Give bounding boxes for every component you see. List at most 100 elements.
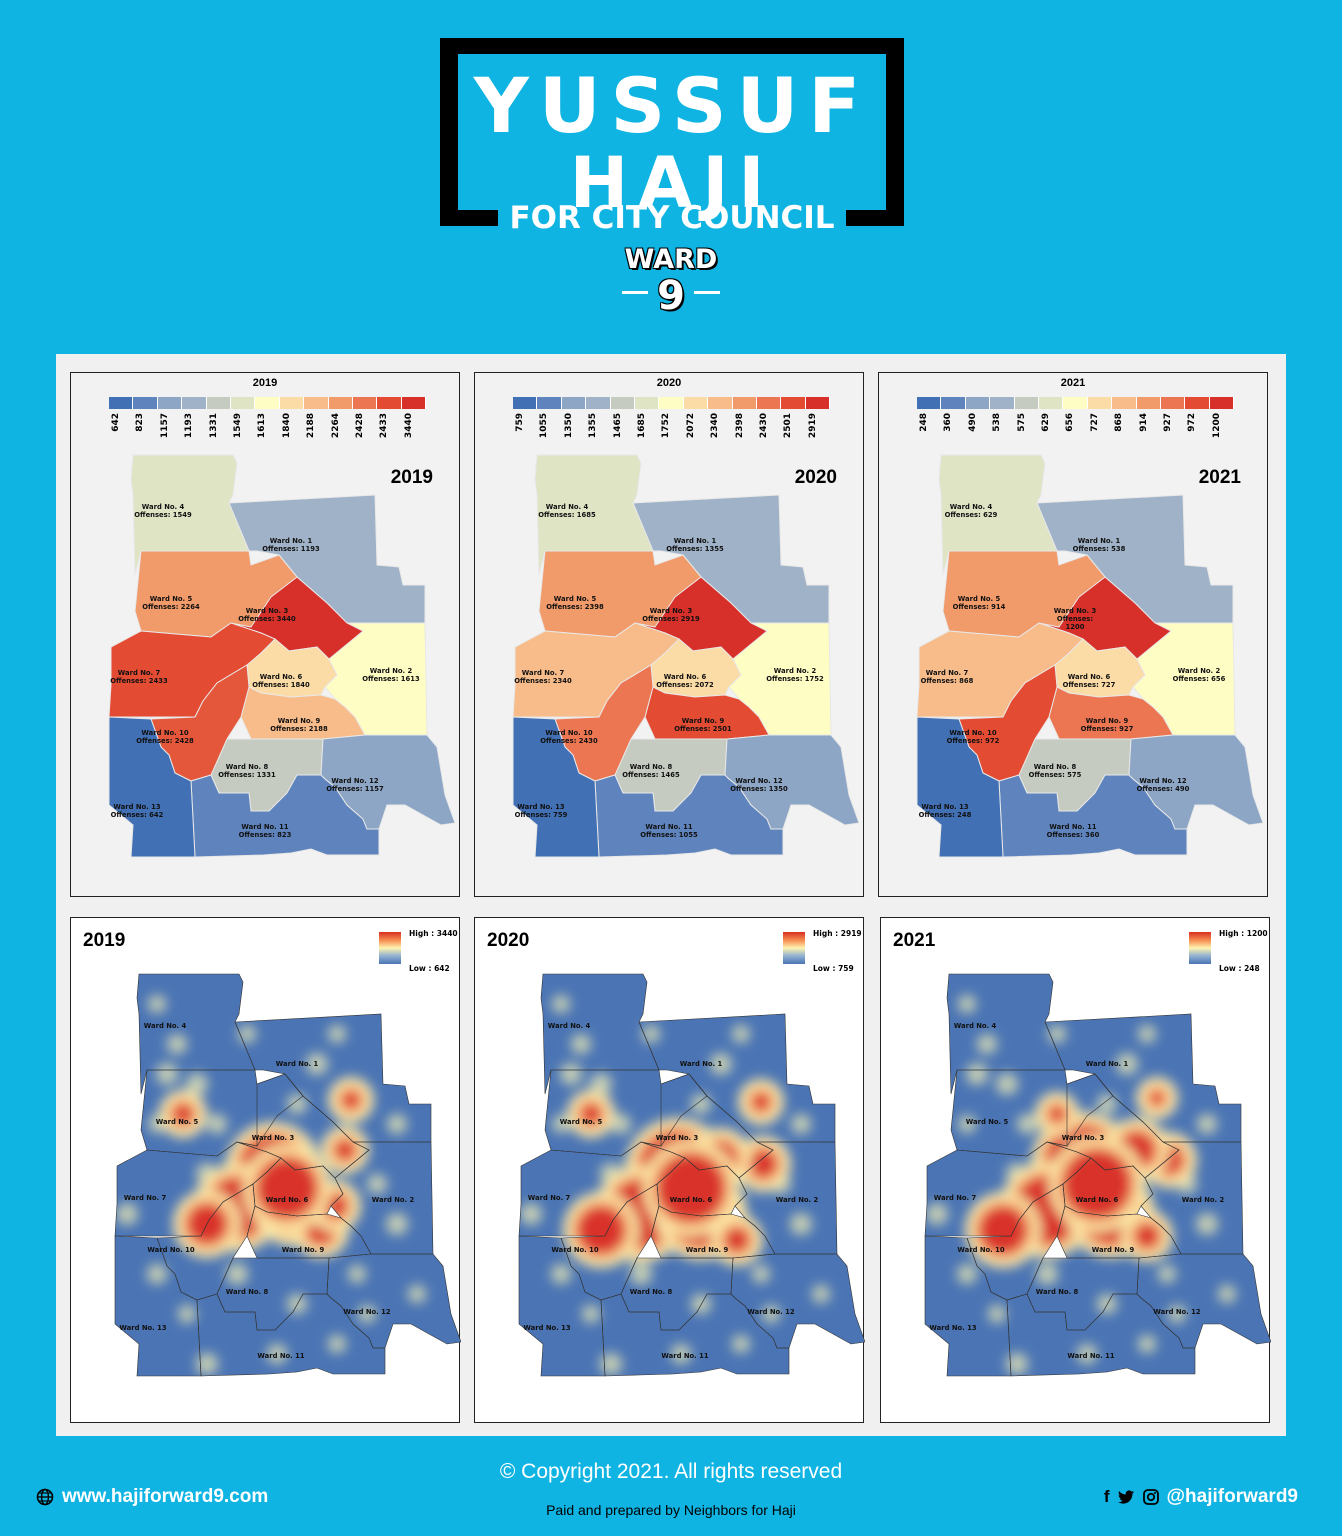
ward-10-name: Ward No. 10	[949, 729, 996, 737]
scale-swatches	[917, 397, 1235, 409]
heat-ward-5-outline[interactable]	[950, 1069, 1114, 1157]
heat-ward-13-outline[interactable]	[924, 1235, 1012, 1377]
ward-9-offenses: Offenses: 2188	[270, 725, 328, 733]
logo-frame-bottom-right	[846, 210, 904, 226]
ward-3-offenses: Offenses: 3440	[238, 615, 296, 623]
heat-ward-1-label: Ward No. 1	[1086, 1060, 1129, 1068]
ward-badge: WARD 9	[596, 244, 746, 316]
ward-13-polygon[interactable]	[108, 716, 196, 858]
heatmap-card-2019: 2019 High : 3440 Low : 642 Ward No. 1 Ward N…	[70, 917, 461, 1423]
twitter-icon[interactable]	[1117, 1489, 1135, 1505]
heat-ward-13-label: Ward No. 13	[929, 1324, 976, 1332]
instagram-icon[interactable]	[1142, 1489, 1159, 1505]
heat-ward-10-label: Ward No. 10	[957, 1246, 1004, 1254]
ward-2-offenses: Offenses: 656	[1173, 675, 1226, 683]
ward-11-name: Ward No. 11	[1049, 823, 1096, 831]
heat-ward-9-outline[interactable]	[246, 1205, 372, 1259]
ward-3-offenses: Offenses:	[1057, 615, 1093, 623]
scale-swatch	[708, 397, 733, 409]
heat-ward-11-label: Ward No. 11	[257, 1352, 304, 1360]
ward-9-polygon[interactable]	[644, 686, 770, 740]
scale-swatch	[1087, 397, 1113, 409]
ward-13-offenses: Offenses: 759	[515, 811, 568, 819]
heat-ward-6-label: Ward No. 6	[266, 1196, 309, 1204]
heat-ward-7-outline[interactable]	[518, 1141, 686, 1237]
ward-5-polygon[interactable]	[538, 550, 702, 638]
ward-2-name: Ward No. 2	[774, 667, 817, 675]
ward-7-name: Ward No. 7	[926, 669, 969, 677]
scale-swatch	[279, 397, 305, 409]
ward-2-name: Ward No. 2	[1178, 667, 1221, 675]
ward-11-name: Ward No. 11	[645, 823, 692, 831]
heat-ward-3-label: Ward No. 3	[656, 1134, 699, 1142]
ward-dash-right	[694, 291, 720, 294]
ward-13-name: Ward No. 13	[517, 803, 564, 811]
ward-12-name: Ward No. 12	[331, 777, 378, 785]
ward-8-offenses: Offenses: 575	[1029, 771, 1082, 779]
ward-7-polygon[interactable]	[512, 622, 680, 718]
scale-swatch	[255, 397, 280, 409]
ward-4-offenses: Offenses: 629	[945, 511, 998, 519]
ward-13-name: Ward No. 13	[921, 803, 968, 811]
heat-ward-12-outline[interactable]	[1136, 1253, 1271, 1349]
choropleth-card-2021: 2021 248 360 490 538 575 629 656 727 868 914 927 972…	[878, 372, 1268, 897]
scale-swatch	[941, 397, 966, 409]
ward-13-polygon[interactable]	[512, 716, 600, 858]
scale-swatch	[1014, 397, 1039, 409]
ward-10-offenses: Offenses: 972	[947, 737, 1000, 745]
ward-4-name: Ward No. 4	[142, 503, 185, 511]
heat-ward-7-outline[interactable]	[114, 1141, 282, 1237]
heat-ward-3-label: Ward No. 3	[1062, 1134, 1105, 1142]
website-link[interactable]: www.hajiforward9.com	[36, 1486, 268, 1508]
heat-ward-7-outline[interactable]	[924, 1141, 1092, 1237]
heatmap-card-2021: 2021 High : 1200 Low : 248 Ward No. 1 Ward N…	[880, 917, 1271, 1423]
ward-3-name: Ward No. 3	[246, 607, 289, 615]
copyright-text: © Copyright 2021. All rights reserved	[499, 1460, 843, 1483]
scale-swatch	[401, 397, 427, 409]
ward-6-name: Ward No. 6	[260, 673, 303, 681]
ward-8-name: Ward No. 8	[1034, 763, 1077, 771]
ward-9-polygon[interactable]	[240, 686, 366, 740]
heat-ward-5-outline[interactable]	[544, 1069, 708, 1157]
facebook-icon[interactable]: f	[1103, 1487, 1110, 1506]
heatmap-legend-ramp	[1189, 932, 1211, 964]
ward-12-polygon[interactable]	[1128, 734, 1264, 830]
heat-ward-12-label: Ward No. 12	[1153, 1308, 1200, 1316]
ward-12-polygon[interactable]	[724, 734, 860, 830]
ward-7-polygon[interactable]	[916, 622, 1084, 718]
heat-ward-3-label: Ward No. 3	[252, 1134, 295, 1142]
scale-swatch	[304, 397, 329, 409]
ward-7-name: Ward No. 7	[522, 669, 565, 677]
ward-5-name: Ward No. 5	[554, 595, 597, 603]
ward-7-offenses: Offenses: 868	[921, 677, 974, 685]
scale-swatch	[1160, 397, 1186, 409]
ward-1-offenses: Offenses: 1193	[262, 545, 320, 553]
ward-13-polygon[interactable]	[916, 716, 1004, 858]
heat-ward-12-outline[interactable]	[326, 1253, 461, 1349]
heat-ward-13-outline[interactable]	[518, 1235, 606, 1377]
heat-ward-12-outline[interactable]	[730, 1253, 865, 1349]
heat-ward-13-label: Ward No. 13	[523, 1324, 570, 1332]
ward-11-name: Ward No. 11	[241, 823, 288, 831]
scale-swatch	[659, 397, 684, 409]
heat-ward-5-outline[interactable]	[140, 1069, 304, 1157]
scale-swatch	[756, 397, 782, 409]
scale-swatch	[781, 397, 806, 409]
globe-icon	[36, 1488, 54, 1506]
ward-5-offenses: Offenses: 914	[953, 603, 1006, 611]
ward-9-polygon[interactable]	[1048, 686, 1174, 740]
heat-ward-9-outline[interactable]	[650, 1205, 776, 1259]
heat-ward-6-label: Ward No. 6	[670, 1196, 713, 1204]
ward-5-polygon[interactable]	[134, 550, 298, 638]
scale-swatch	[230, 397, 256, 409]
ward-5-polygon[interactable]	[942, 550, 1106, 638]
heat-ward-13-outline[interactable]	[114, 1235, 202, 1377]
ward-7-polygon[interactable]	[108, 622, 276, 718]
ward-8-offenses: Offenses: 1331	[218, 771, 276, 779]
ward-1-offenses: Offenses: 1355	[666, 545, 724, 553]
ward-12-polygon[interactable]	[320, 734, 456, 830]
scale-swatch	[109, 397, 134, 409]
logo-frame-bottom-left	[440, 210, 498, 226]
heat-ward-2-label: Ward No. 2	[372, 1196, 415, 1204]
heat-ward-9-outline[interactable]	[1056, 1205, 1182, 1259]
